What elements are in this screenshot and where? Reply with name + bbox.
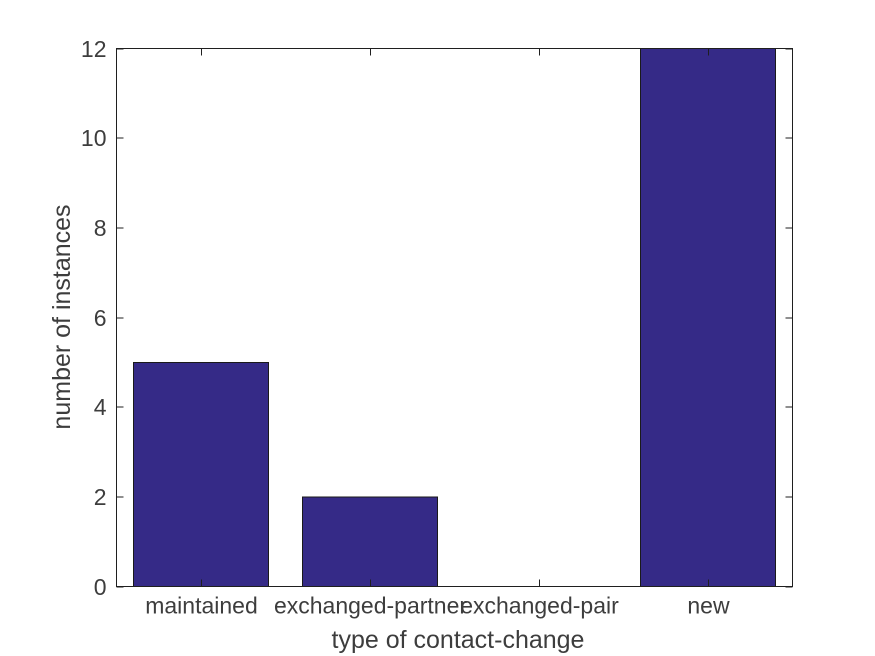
bar-new: [639, 48, 777, 587]
y-tick-label: 2: [94, 484, 107, 510]
y-tick-label: 6: [94, 305, 107, 331]
y-tick-label: 12: [81, 36, 107, 62]
x-tick-label: maintained: [145, 593, 258, 619]
y-tick-label: 10: [81, 125, 107, 151]
bar-exchanged-partner: [301, 496, 439, 587]
bar-maintained: [132, 361, 270, 587]
y-tick-label: 4: [94, 394, 107, 420]
y-axis-label: number of instances: [48, 204, 76, 429]
bars-layer: [132, 48, 777, 587]
y-tick-label: 0: [94, 574, 107, 600]
x-axis-label: type of contact-change: [332, 626, 585, 654]
x-tick-label: exchanged-pair: [460, 593, 619, 619]
x-tick-label: new: [687, 593, 730, 619]
x-tick-label: exchanged-partner: [274, 593, 467, 619]
axes-layer: [116, 48, 793, 588]
y-tick-label: 8: [94, 215, 107, 241]
tick-label-layer: 0 2 4 6 8 10 12 maintained exchanged-partnerexch…: [81, 36, 730, 619]
